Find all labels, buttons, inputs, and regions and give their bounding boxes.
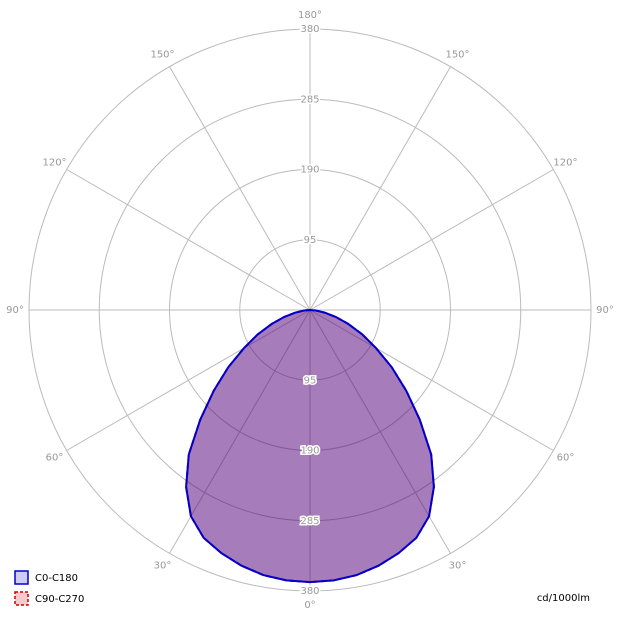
unit-label: cd/1000lm: [537, 593, 590, 604]
r-tick-label: 95: [304, 375, 317, 386]
grid-spoke: [309, 169, 554, 311]
grid-spoke: [66, 309, 311, 451]
r-tick-label: 285: [300, 516, 319, 527]
legend-label: C0-C180: [35, 573, 78, 584]
angle-label: 180°: [298, 10, 322, 21]
grid-spoke: [309, 309, 554, 451]
grid-spoke: [66, 169, 311, 311]
angle-label: 90°: [6, 305, 24, 316]
angle-label: 150°: [150, 50, 174, 61]
angle-label: 90°: [596, 305, 614, 316]
angle-label: 120°: [553, 158, 577, 169]
grid: [28, 28, 592, 592]
legend-label: C90-C270: [35, 594, 84, 605]
r-tick-label: 380: [300, 586, 319, 597]
r-tick-label: 95: [304, 235, 317, 246]
angle-label: 60°: [557, 453, 575, 464]
legend-swatch: [14, 591, 29, 606]
r-tick-label: 285: [300, 94, 319, 105]
r-tick-label: 190: [300, 446, 319, 457]
r-tick-label: 190: [300, 165, 319, 176]
r-tick-label: 380: [300, 24, 319, 35]
legend-swatch: [14, 570, 29, 585]
grid-spoke: [169, 66, 311, 311]
angle-label: 0°: [304, 600, 315, 611]
grid-spoke: [309, 66, 451, 311]
grid-spoke: [309, 309, 451, 554]
angle-label: 150°: [445, 50, 469, 61]
angle-label: 30°: [449, 560, 467, 571]
grid-spoke: [169, 309, 311, 554]
series-curve: [185, 308, 435, 584]
angle-label: 120°: [42, 158, 66, 169]
angle-label: 30°: [154, 560, 172, 571]
angle-label: 60°: [46, 453, 64, 464]
